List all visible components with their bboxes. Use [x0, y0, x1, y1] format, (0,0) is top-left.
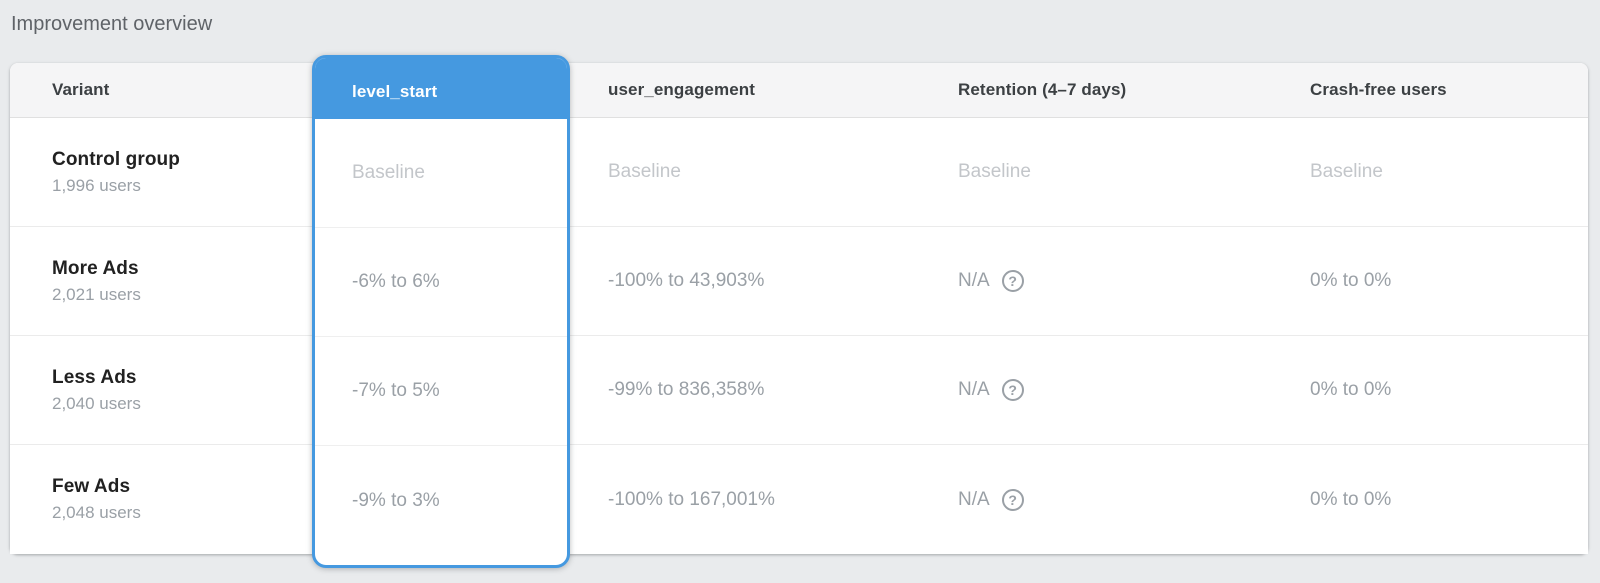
variant-user-count: 2,021 users — [52, 284, 141, 304]
user-engagement-value: Baseline — [608, 161, 681, 182]
column-header-level-start[interactable]: level_start — [315, 58, 567, 119]
variant-cell: More Ads 2,021 users — [10, 227, 312, 335]
help-icon[interactable]: ? — [1001, 379, 1024, 401]
retention-value: N/A — [958, 488, 990, 510]
retention-value: N/A — [958, 379, 990, 400]
level-start-value: -7% to 5% — [315, 337, 567, 446]
column-header-retention[interactable]: Retention (4–7 days) — [958, 80, 1127, 99]
retention-cell: Baseline ? — [920, 118, 1272, 226]
variant-user-count: 1,996 users — [52, 175, 141, 195]
crash-free-value: 0% to 0% — [1310, 488, 1392, 510]
retention-cell: N/A ? — [920, 227, 1272, 335]
variant-user-count: 2,040 users — [52, 393, 141, 413]
user-engagement-value: -99% to 836,358% — [608, 379, 765, 400]
table-row: More Ads 2,021 users -100% to 43,903% N/… — [10, 227, 1588, 336]
page-title: Improvement overview — [11, 13, 213, 35]
table-row: Less Ads 2,040 users -99% to 836,358% N/… — [10, 336, 1588, 445]
crash-free-value: Baseline — [1310, 161, 1383, 182]
variant-name: More Ads — [52, 257, 139, 279]
column-header-crash-free[interactable]: Crash-free users — [1310, 80, 1447, 99]
variant-cell: Control group 1,996 users — [10, 118, 312, 226]
column-header-variant[interactable]: Variant — [52, 80, 110, 99]
help-icon[interactable]: ? — [1001, 488, 1024, 511]
table-body: Control group 1,996 users Baseline Basel… — [10, 118, 1588, 554]
variant-cell: Less Ads 2,040 users — [10, 336, 312, 444]
crash-free-value: 0% to 0% — [1310, 270, 1392, 291]
variant-user-count: 2,048 users — [52, 503, 141, 522]
retention-value: N/A — [958, 270, 990, 291]
help-icon[interactable]: ? — [1001, 270, 1024, 292]
retention-cell: N/A ? — [920, 336, 1272, 444]
level-start-value: -9% to 3% — [352, 489, 440, 511]
level-start-value: -6% to 6% — [315, 228, 567, 337]
crash-free-value: 0% to 0% — [1310, 379, 1392, 400]
variant-cell: Few Ads 2,048 users — [10, 445, 312, 554]
table-row: Few Ads 2,048 users -100% to 167,001% N/… — [10, 445, 1588, 554]
table-header-row: Variant user_engagement Retention (4–7 d… — [10, 63, 1588, 118]
user-engagement-value: -100% to 167,001% — [608, 488, 775, 510]
level-start-column-body: Baseline -6% to 6% -7% to 5% -9% to 3% — [315, 119, 567, 555]
retention-value: Baseline — [958, 161, 1031, 182]
highlighted-column-level-start[interactable]: level_start Baseline -6% to 6% -7% to 5%… — [312, 55, 570, 568]
variant-name: Control group — [52, 148, 180, 170]
retention-cell: N/A ? — [920, 445, 1272, 554]
improvement-overview-table: Variant user_engagement Retention (4–7 d… — [10, 55, 1588, 568]
user-engagement-value: -100% to 43,903% — [608, 270, 765, 291]
variant-name: Few Ads — [52, 476, 131, 497]
table-row: Control group 1,996 users Baseline Basel… — [10, 118, 1588, 227]
improvement-overview-page: Improvement overview Variant user_engage… — [10, 13, 1588, 568]
variant-name: Less Ads — [52, 366, 137, 388]
column-header-user-engagement[interactable]: user_engagement — [608, 80, 755, 99]
level-start-value: Baseline — [315, 119, 567, 228]
